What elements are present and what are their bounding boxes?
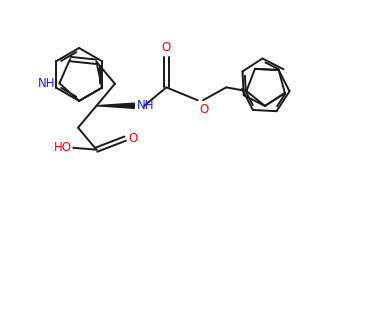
Text: HO: HO xyxy=(54,141,72,154)
Polygon shape xyxy=(96,103,134,108)
Text: O: O xyxy=(128,132,137,145)
Text: NH: NH xyxy=(137,99,154,112)
Text: NH: NH xyxy=(38,77,55,90)
Text: O: O xyxy=(162,40,171,53)
Text: O: O xyxy=(200,103,209,116)
